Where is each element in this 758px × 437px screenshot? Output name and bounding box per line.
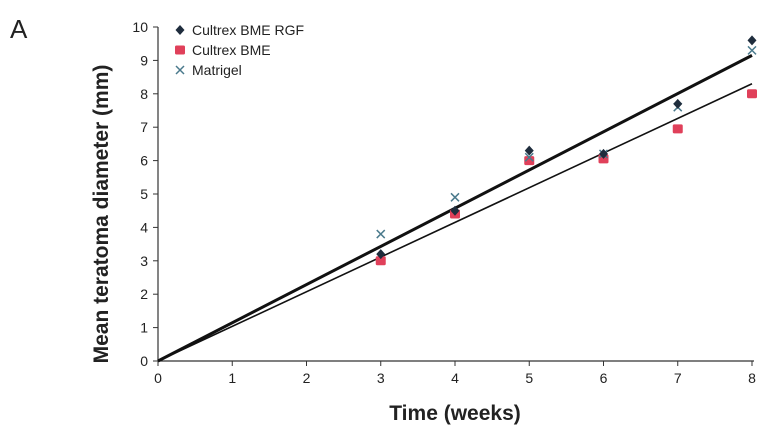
y-tick-label: 7 (140, 119, 148, 135)
data-point-square (375, 256, 386, 266)
x-tick-label: 5 (525, 370, 533, 386)
y-tick-label: 4 (140, 219, 148, 235)
data-point-diamond (747, 35, 757, 46)
data-point-square (524, 156, 535, 166)
y-tick-label: 8 (140, 86, 148, 102)
marker-stroke (524, 152, 534, 162)
data-point-x (747, 45, 757, 55)
data-points (375, 35, 757, 266)
x-tick-label: 1 (228, 370, 236, 386)
data-point-diamond (376, 249, 386, 260)
y-tick-label: 5 (140, 186, 148, 202)
legend-marker (175, 45, 185, 55)
data-point-x (376, 229, 386, 239)
legend-marker (175, 65, 185, 75)
y-axis-title: Mean teratoma diameter (mm) (90, 65, 113, 364)
panel-letter: A (10, 14, 28, 44)
marker-stroke (376, 229, 386, 239)
data-point-diamond (450, 205, 460, 216)
x-tick-label: 3 (377, 370, 385, 386)
data-point-square (672, 124, 683, 134)
x-tick-label: 6 (600, 370, 608, 386)
marker-stroke (175, 65, 185, 75)
trendline (157, 83, 753, 362)
y-tick-label: 9 (140, 52, 148, 68)
x-tick-label: 2 (303, 370, 311, 386)
y-tick-label: 6 (140, 153, 148, 169)
data-point-x (450, 192, 460, 202)
x-tick-label: 4 (451, 370, 459, 386)
y-tick-label: 1 (140, 320, 148, 336)
x-tick-label: 8 (748, 370, 756, 386)
legend: Cultrex BME RGF Cultrex BME Matrigel (175, 22, 304, 78)
data-point-diamond (673, 98, 683, 109)
y-tick-label: 3 (140, 253, 148, 269)
legend-marker (175, 25, 185, 35)
legend-label: Matrigel (192, 62, 242, 78)
y-tick-label: 0 (140, 353, 148, 369)
x-tick-label: 0 (154, 370, 162, 386)
data-point-diamond (524, 145, 534, 156)
legend-label: Cultrex BME RGF (192, 22, 304, 38)
marker-stroke (747, 45, 757, 55)
axes: 0 1 2 3 4 5 6 7 8 0 1 2 3 4 5 6 7 8 9 10 (132, 19, 756, 386)
y-tick-label: 2 (140, 286, 148, 302)
marker-stroke (450, 192, 460, 202)
legend-label: Cultrex BME (192, 42, 271, 58)
x-tick-label: 7 (674, 370, 682, 386)
x-axis-title: Time (weeks) (389, 402, 521, 425)
data-point-square (747, 89, 757, 99)
data-point-x (524, 152, 534, 162)
y-tick-label: 10 (132, 19, 148, 35)
data-point-diamond (599, 148, 608, 159)
